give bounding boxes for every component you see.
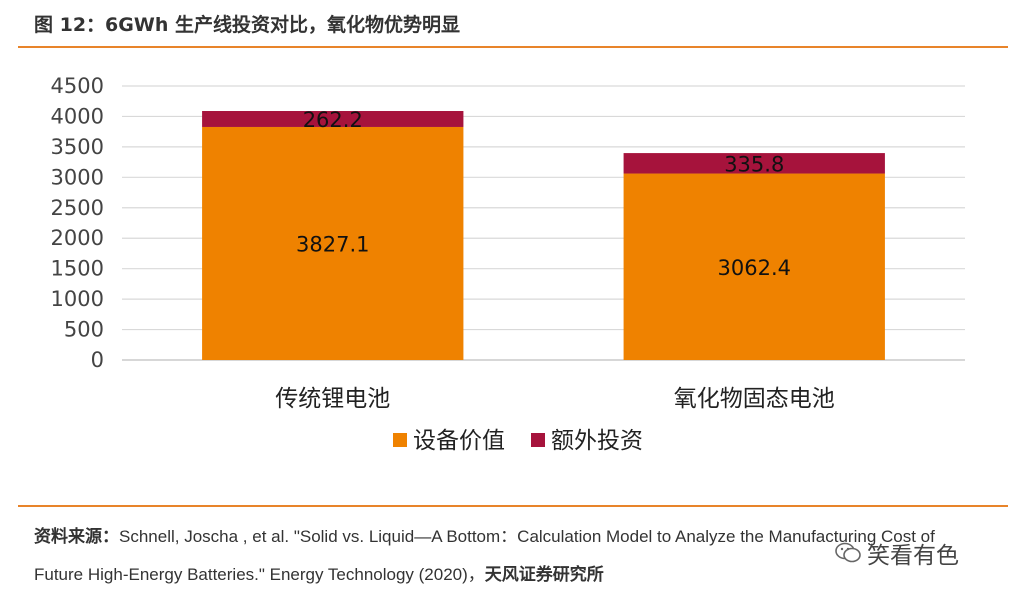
source-citation-2: Future High-Energy Batteries." Energy Te… (34, 565, 485, 584)
data-label: 3827.1 (296, 232, 369, 256)
source-note: 资料来源：Schnell, Joscha , et al. "Solid vs.… (34, 518, 1004, 594)
data-label: 3062.4 (718, 256, 791, 280)
top-divider (18, 46, 1008, 48)
source-line-2: Future High-Energy Batteries." Energy Te… (34, 556, 1004, 594)
source-line-1: 资料来源：Schnell, Joscha , et al. "Solid vs.… (34, 518, 1004, 556)
y-axis-ticks: 0 500 1000 1500 2000 2500 3000 3500 4000 4500 (51, 74, 104, 372)
legend-label: 额外投资 (551, 428, 643, 454)
bar-segment (202, 126, 464, 360)
legend-swatch (531, 433, 545, 447)
y-tick-label: 4500 (51, 74, 104, 98)
y-tick-label: 2500 (51, 196, 104, 220)
data-labels: 3827.1 262.2 3062.4 335.8 (296, 108, 791, 280)
wechat-icon (835, 542, 861, 563)
legend: 设备价值 额外投资 (393, 428, 643, 454)
y-tick-label: 500 (64, 318, 104, 342)
y-tick-label: 2000 (51, 226, 104, 250)
wechat-account-name: 笑看有色 (867, 543, 959, 569)
x-category-label: 传统锂电池 (275, 386, 390, 412)
legend-label: 设备价值 (413, 428, 505, 454)
legend-swatch (393, 433, 407, 447)
data-label: 262.2 (303, 108, 363, 132)
y-tick-label: 3500 (51, 135, 104, 159)
figure-title: 图 12：6GWh 生产线投资对比，氧化物优势明显 (34, 14, 460, 36)
bar-segment (623, 173, 885, 360)
source-citation-1: Schnell, Joscha , et al. "Solid vs. Liqu… (119, 527, 935, 546)
x-axis-categories: 传统锂电池 氧化物固态电池 (275, 386, 835, 412)
source-org: 天风证券研究所 (484, 565, 604, 584)
data-label: 335.8 (724, 152, 784, 176)
x-category-label: 氧化物固态电池 (674, 386, 835, 412)
y-tick-label: 0 (91, 348, 104, 372)
y-tick-label: 3000 (51, 165, 104, 189)
y-tick-label: 1500 (51, 257, 104, 281)
stacked-bar-chart: 0 500 1000 1500 2000 2500 3000 3500 4000 4500 382… (51, 74, 965, 454)
source-label: 资料来源： (34, 527, 119, 546)
bars (202, 111, 885, 360)
bottom-divider (18, 505, 1008, 507)
bar-segment (623, 153, 885, 174)
y-tick-label: 4000 (51, 104, 104, 128)
wechat-watermark: 笑看有色 (835, 536, 959, 570)
y-tick-label: 1000 (51, 287, 104, 311)
bar-segment (202, 111, 464, 127)
